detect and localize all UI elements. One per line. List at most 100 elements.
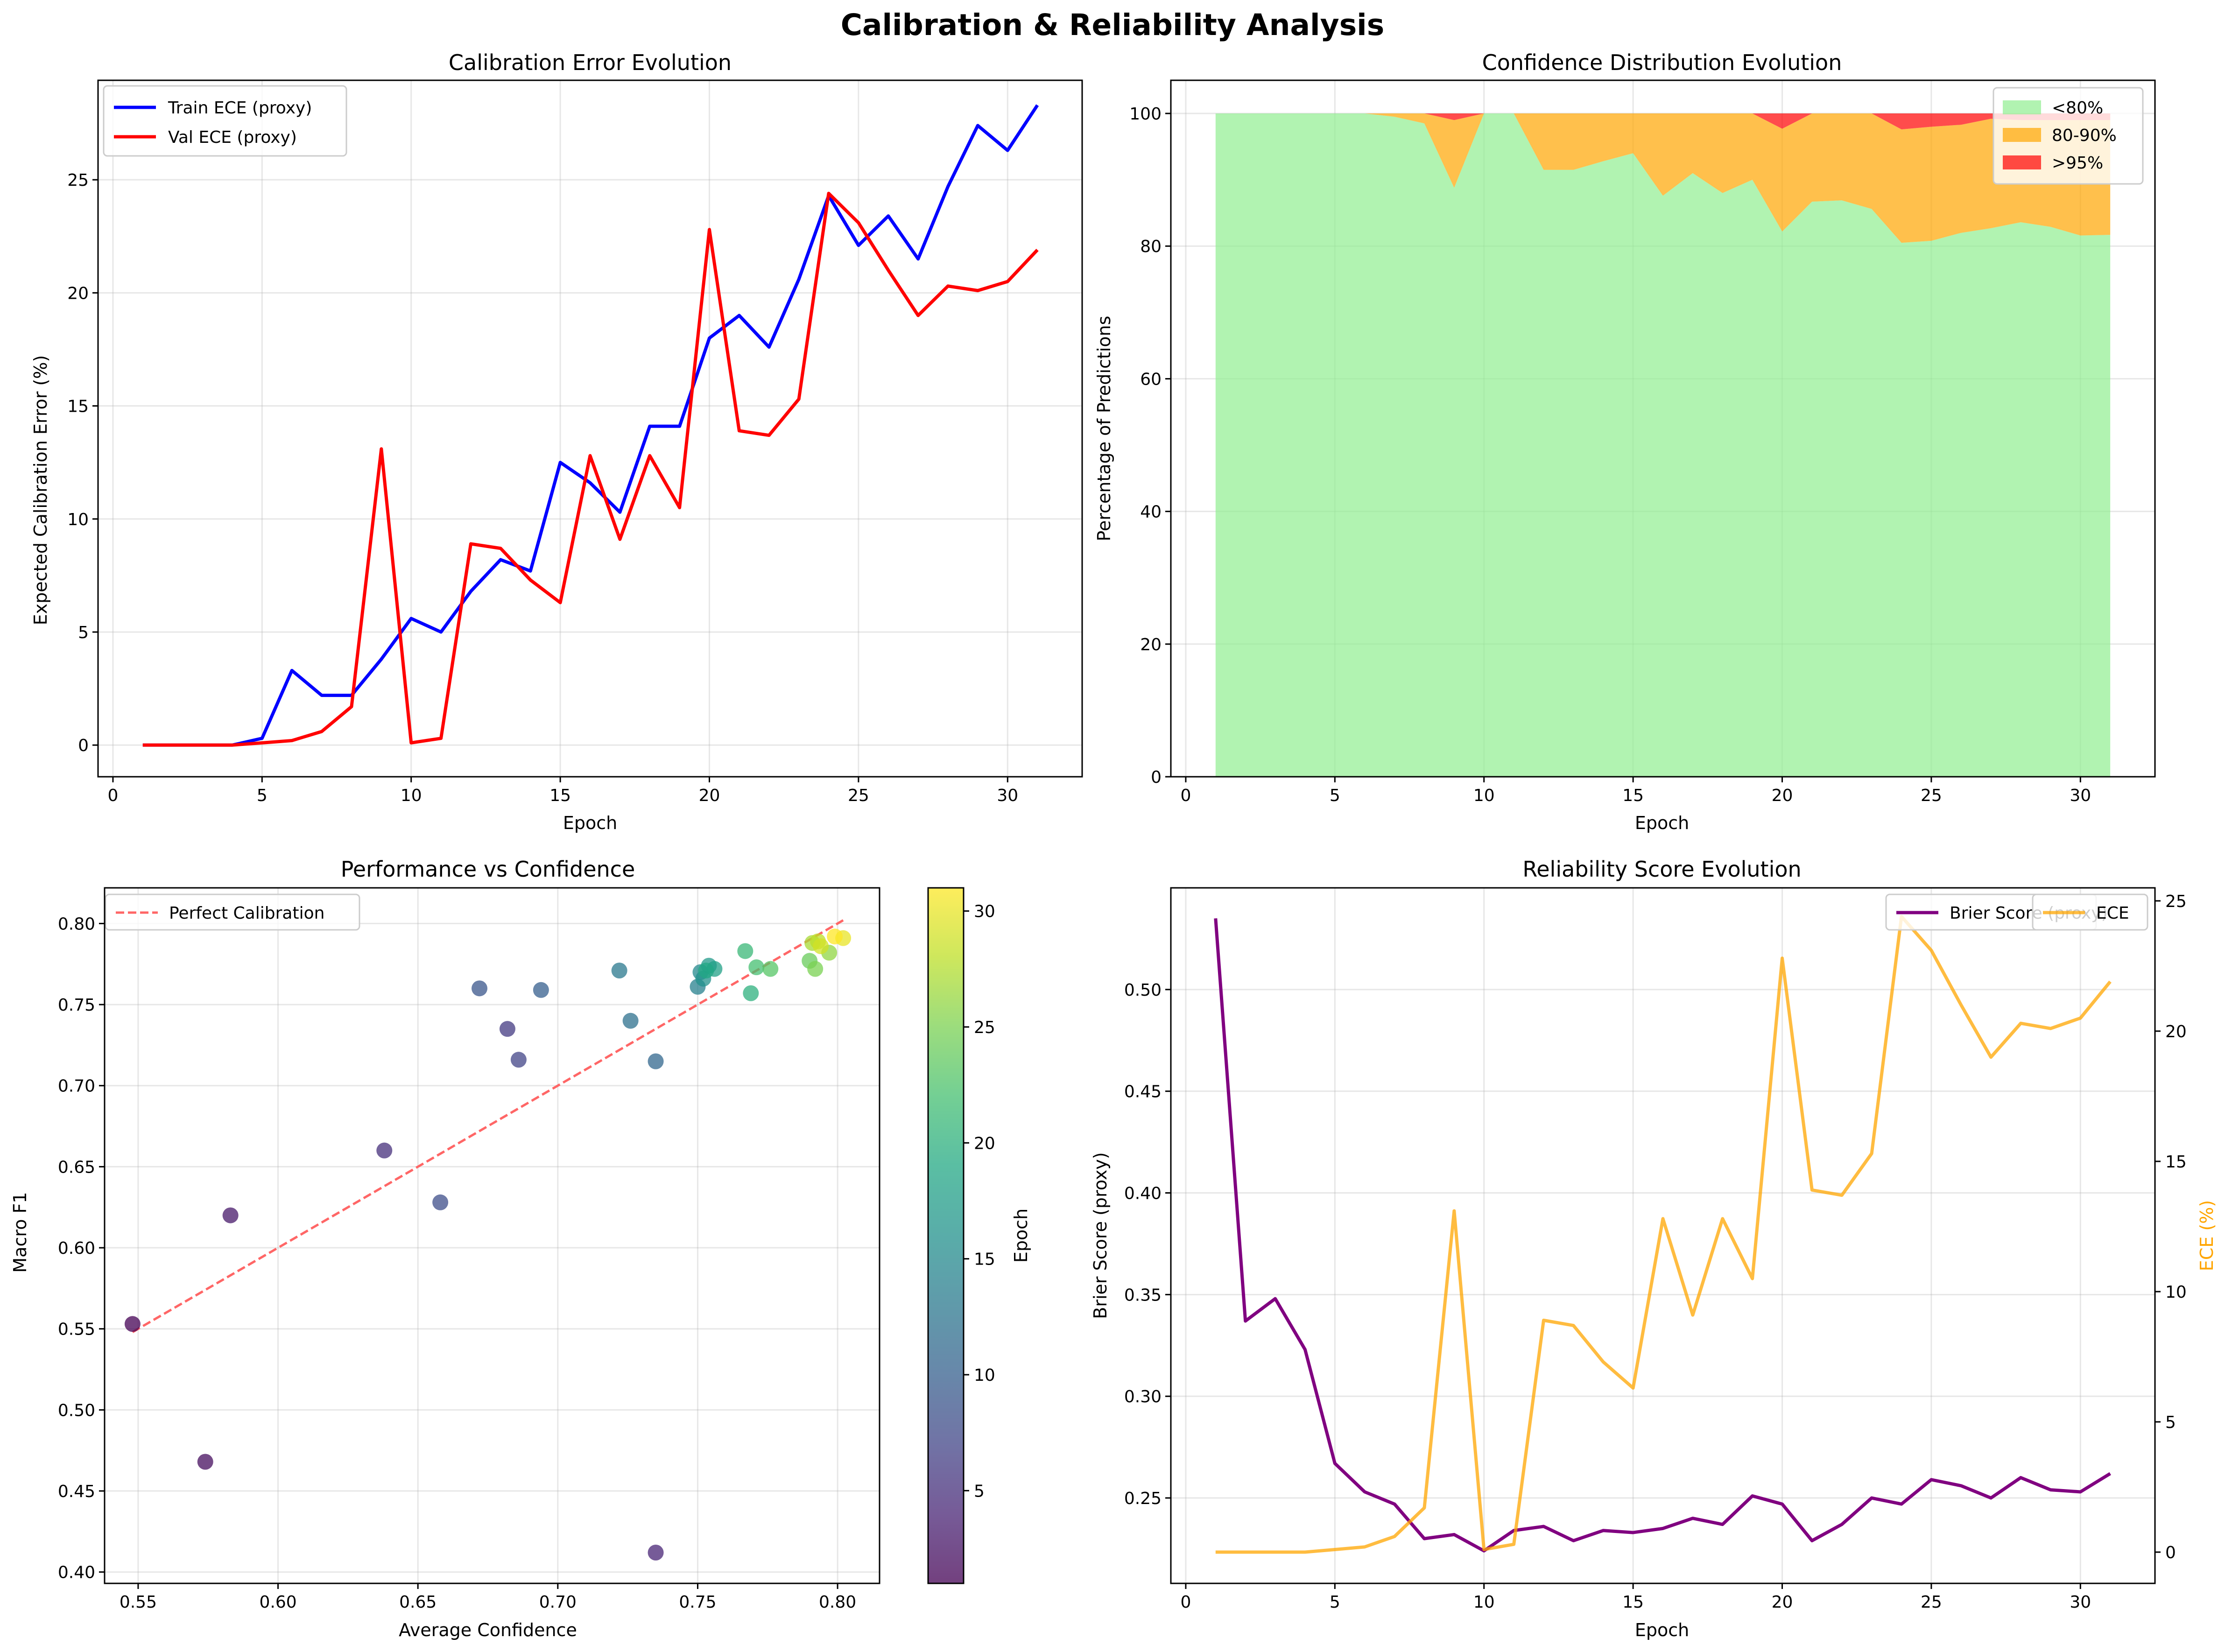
x-tick-label: 20 (699, 786, 720, 805)
colorbar-frame (927, 887, 965, 1584)
colorbar-tick-label: 5 (974, 1482, 985, 1501)
legend-label-above-95: >95% (2052, 154, 2103, 173)
x-tick-label: 0 (1180, 1593, 1191, 1612)
x-axis-label: Epoch (563, 813, 617, 833)
axes-frame (104, 887, 880, 1584)
panel-title: Confidence Distribution Evolution (1482, 50, 1842, 75)
y-tick-label: 20 (67, 284, 89, 303)
panel-calibration-error: Calibration Error Evolution Epoch Expect… (30, 50, 1083, 833)
scatter-point (648, 1053, 664, 1069)
panel-title: Reliability Score Evolution (1522, 857, 1801, 882)
y-tick-label: 15 (67, 397, 89, 416)
y-tick-label: 0 (78, 736, 89, 755)
y-tick-label: 0.50 (1124, 981, 1162, 1000)
y-right-tick-label: 10 (2165, 1283, 2187, 1302)
y-tick-label: 5 (78, 623, 89, 642)
scatter-point (807, 961, 824, 977)
panel-reliability-score: Reliability Score Evolution Epoch Brier … (1090, 857, 2217, 1640)
y-tick-label: 0.55 (58, 1320, 95, 1339)
scatter-point (611, 963, 627, 979)
y-tick-label: 80 (1140, 237, 1162, 256)
legend-ece: ECE (2032, 893, 2148, 931)
x-tick-label: 20 (1772, 786, 1793, 805)
y-right-tick-label: 0 (2165, 1543, 2176, 1562)
y-tick-label: 0.25 (1124, 1489, 1162, 1508)
y-tick-label: 25 (67, 171, 89, 190)
legend-frame (2032, 893, 2148, 931)
x-axis-label: Average Confidence (399, 1620, 577, 1640)
legend-swatch-above-95 (2003, 155, 2041, 169)
y-tick-label: 0 (1151, 768, 1162, 787)
area-below-80 (1215, 113, 2111, 777)
panel-performance-vs-confidence: Performance vs Confidence Average Confid… (10, 857, 1031, 1640)
x-tick-label: 0.80 (819, 1593, 856, 1612)
y-right-tick-label: 15 (2165, 1153, 2187, 1172)
legend-label-below-80: <80% (2052, 98, 2103, 118)
x-tick-label: 0 (1180, 786, 1191, 805)
colorbar-tick-label: 30 (974, 902, 995, 921)
x-tick-label: 5 (1330, 786, 1340, 805)
y-tick-label: 100 (1129, 105, 1162, 124)
val-ece-line (142, 191, 1039, 747)
panel-title: Calibration Error Evolution (449, 50, 732, 75)
figure-title: Calibration & Reliability Analysis (841, 8, 1385, 42)
x-tick-label: 5 (257, 786, 268, 805)
x-tick-label: 0 (107, 786, 118, 805)
x-tick-label: 15 (1622, 786, 1644, 805)
panel-confidence-distribution: Confidence Distribution Evolution Epoch … (1094, 50, 2156, 833)
x-axis-label: Epoch (1635, 813, 1689, 833)
scatter-point (376, 1142, 393, 1159)
legend: <80% 80-90% >95% (1993, 87, 2144, 185)
x-tick-label: 0.70 (539, 1593, 577, 1612)
x-tick-label: 30 (997, 786, 1018, 805)
legend: Train ECE (proxy) Val ECE (proxy) (103, 85, 347, 157)
colorbar: 5 10 15 20 25 30 Epoch (927, 887, 1031, 1584)
y-tick-label: 0.40 (1124, 1184, 1162, 1203)
legend: Perfect Calibration (105, 893, 360, 931)
scatter-point (432, 1194, 449, 1210)
legend-frame (103, 85, 347, 157)
y-tick-label: 0.60 (58, 1239, 95, 1258)
legend-swatch-below-80 (2003, 100, 2041, 114)
y-tick-label: 20 (1140, 635, 1162, 654)
x-tick-label: 25 (848, 786, 869, 805)
scatter-point (510, 1052, 527, 1068)
scatter-point (124, 1316, 141, 1332)
y-tick-label: 0.45 (1124, 1083, 1162, 1102)
perfect-calibration-line (132, 919, 844, 1333)
scatter-point (499, 1021, 515, 1037)
x-tick-label: 0.65 (399, 1593, 437, 1612)
colorbar-gradient (928, 888, 964, 1583)
x-tick-label: 0.75 (679, 1593, 716, 1612)
y-tick-label: 0.80 (58, 914, 95, 934)
scatter-point (472, 980, 488, 997)
y-right-tick-label: 20 (2165, 1022, 2187, 1041)
legend-swatch-80-90 (2003, 128, 2041, 142)
scatter-point (648, 1545, 664, 1561)
x-tick-label: 25 (1921, 1593, 1942, 1612)
scatter-point (222, 1207, 239, 1223)
scatter-point (533, 982, 549, 998)
scatter-point (698, 963, 714, 979)
ece-line (1215, 914, 2112, 1554)
y-axis-label: Expected Calibration Error (%) (30, 355, 51, 626)
y-tick-label: 40 (1140, 503, 1162, 522)
colorbar-tick-label: 25 (974, 1018, 995, 1037)
legend-label-calibration: Perfect Calibration (169, 904, 324, 923)
legend-label-80-90: 80-90% (2052, 126, 2117, 145)
y-tick-label: 0.45 (58, 1482, 95, 1501)
train-ece-line (142, 104, 1039, 747)
x-tick-label: 20 (1772, 1593, 1793, 1612)
y-tick-label: 0.35 (1124, 1286, 1162, 1305)
colorbar-tick-label: 20 (974, 1134, 995, 1153)
y-axis-label: Brier Score (proxy) (1090, 1152, 1111, 1319)
scatter-point (762, 961, 779, 977)
brier-score-line (1214, 918, 2112, 1553)
x-tick-label: 0.55 (120, 1593, 157, 1612)
panel-title: Performance vs Confidence (341, 857, 635, 882)
scatter-point (622, 1012, 639, 1029)
legend-label-val: Val ECE (proxy) (168, 128, 297, 147)
area-80-90 (1215, 113, 2111, 243)
x-tick-label: 30 (2070, 786, 2091, 805)
